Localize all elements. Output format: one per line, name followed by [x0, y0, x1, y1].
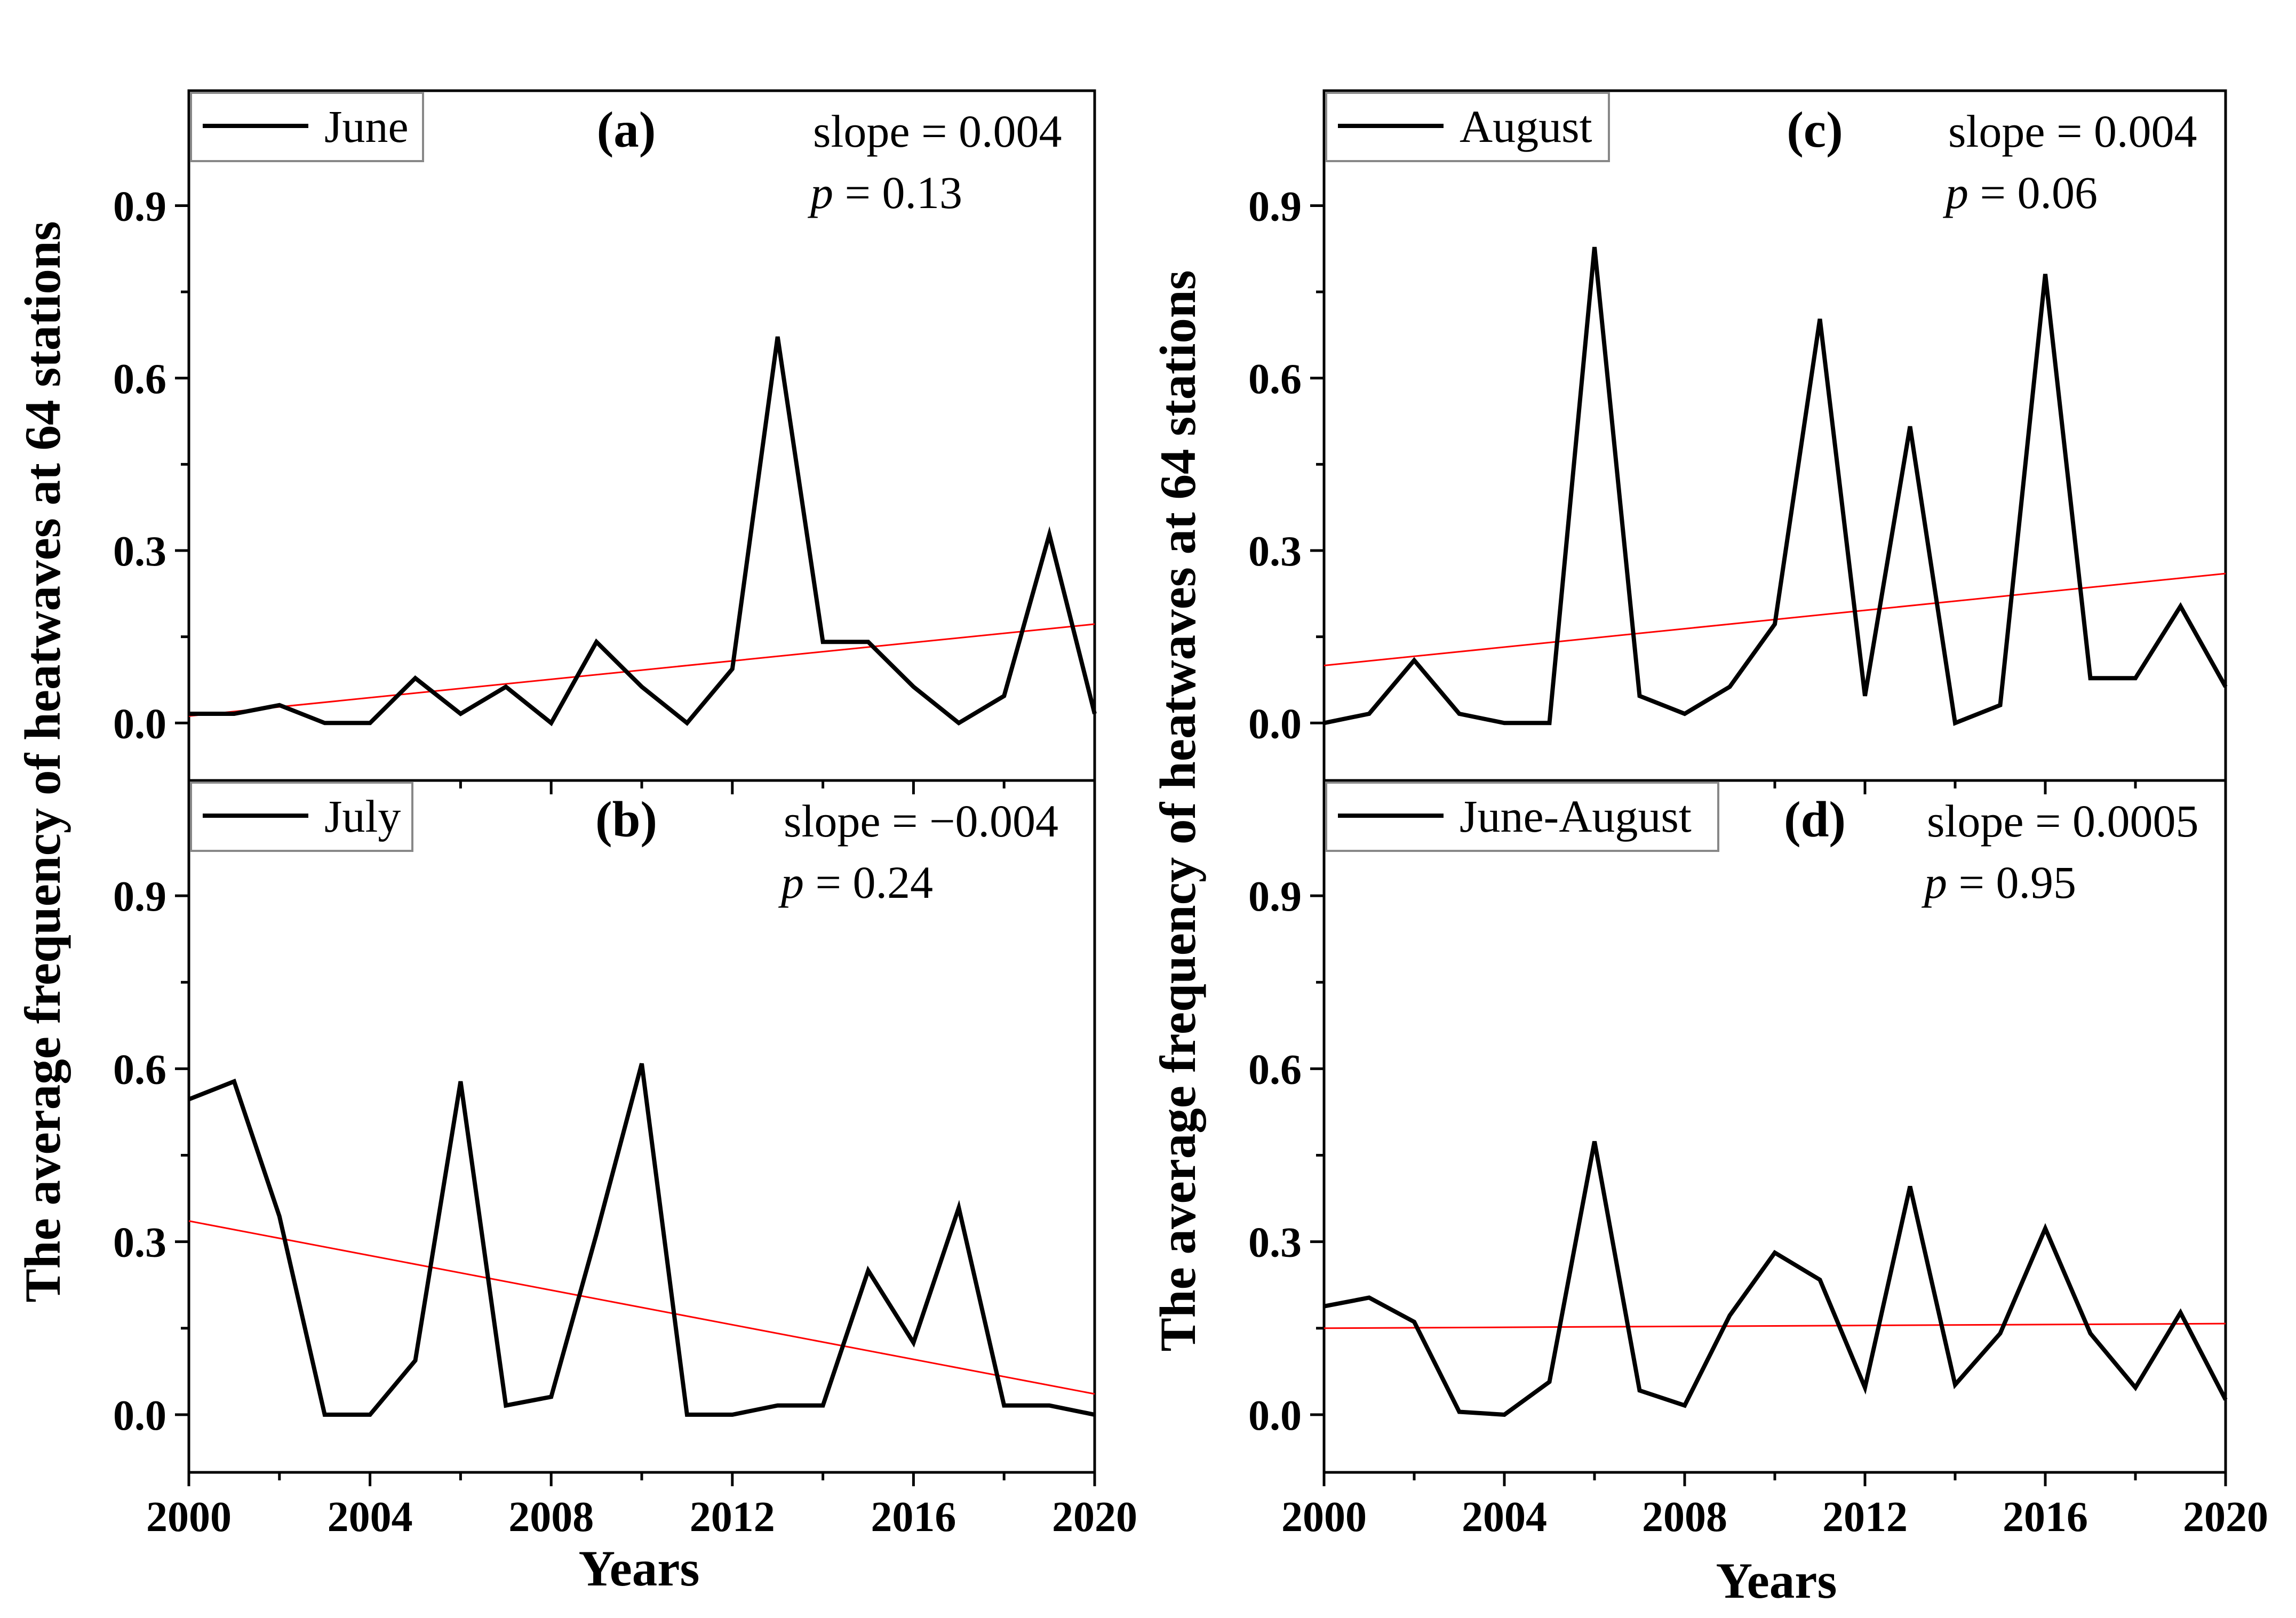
x-tick-label: 2012	[1822, 1494, 1908, 1541]
y-tick-label: 0.3	[1248, 528, 1302, 575]
panel-label: (b)	[595, 791, 657, 848]
legend-label: June	[324, 101, 409, 152]
x-tick-label: 2000	[1281, 1494, 1367, 1541]
slope-text: slope = −0.004	[784, 795, 1058, 847]
p-value-text: p = 0.13	[807, 167, 962, 218]
x-tick-label: 2016	[871, 1494, 956, 1541]
x-tick-label: 2004	[328, 1494, 413, 1541]
x-tick-label: 2020	[1052, 1494, 1137, 1541]
y-tick-label: 0.9	[1248, 184, 1302, 230]
legend-label: July	[324, 791, 401, 842]
y-tick-label: 0.0	[113, 1392, 166, 1439]
x-tick-label: 2008	[508, 1494, 594, 1541]
panel-frame	[1322, 779, 2227, 1474]
y-tick-label: 0.6	[1248, 356, 1302, 403]
p-value-text: p = 0.95	[1921, 857, 2076, 908]
p-value-text: p = 0.24	[778, 857, 933, 908]
y-tick-label: 0.0	[1248, 1392, 1302, 1439]
trend-line-b	[188, 1220, 1095, 1395]
series-line-b	[188, 1063, 1095, 1417]
panel-a: 0.0 0.3 0.6 0.9 June (a) slope = 0.004 p = 0.13	[113, 89, 1097, 794]
y-tick-label: 0.6	[1248, 1046, 1302, 1093]
p-symbol: p	[1942, 167, 1968, 218]
series-line-a	[189, 336, 1097, 727]
legend-label: June-August	[1460, 791, 1692, 842]
panel-c: 0.0 0.3 0.6 0.9 August (c) slope = 0.004 p = 0.…	[1248, 89, 2228, 794]
p-symbol: p	[1921, 857, 1947, 908]
y-tick-label: 0.0	[113, 700, 166, 747]
y-tick-label: 0.6	[113, 1046, 166, 1093]
x-tick-label: 2000	[146, 1494, 232, 1541]
slope-text: slope = 0.0005	[1927, 795, 2199, 847]
x-tick-label: 2004	[1462, 1494, 1547, 1541]
trend-line-d	[1324, 1322, 2226, 1329]
p-value: = 0.24	[804, 857, 933, 908]
p-value: = 0.13	[833, 167, 962, 218]
x-axis-title-left: Years	[579, 1540, 700, 1597]
p-symbol: p	[778, 857, 804, 908]
y-tick-label: 0.3	[113, 1220, 166, 1266]
x-tick-label: 2012	[690, 1494, 775, 1541]
y-tick-label: 0.9	[1248, 873, 1302, 920]
panel-label: (c)	[1787, 101, 1843, 158]
y-axis-title-right: The average frequency of heatwaves at 64…	[1150, 270, 1206, 1351]
series-line-d	[1324, 1141, 2228, 1417]
p-value: = 0.06	[1968, 167, 2098, 218]
y-tick-label: 0.9	[113, 873, 166, 920]
trend-line-a	[188, 623, 1095, 717]
x-tick-label: 2008	[1642, 1494, 1727, 1541]
p-value-text: p = 0.06	[1942, 167, 2098, 218]
x-tick-label: 2016	[2003, 1494, 2088, 1541]
y-tick-label: 0.0	[1248, 700, 1302, 747]
legend-label: August	[1460, 101, 1592, 152]
panel-label: (a)	[597, 101, 656, 158]
x-axis-title-right: Years	[1716, 1552, 1837, 1609]
panel-d: 0.0 0.3 0.6 0.9 2000 2004 2008 2012 2016 2020 June…	[1248, 779, 2268, 1541]
p-value: = 0.95	[1947, 857, 2076, 908]
y-tick-label: 0.3	[113, 528, 166, 575]
x-tick-label: 2020	[2183, 1494, 2268, 1541]
panel-b: 0.0 0.3 0.6 0.9 2000 2004 2008 2012 2016 2020 July…	[113, 779, 1137, 1541]
panels-layer: 0.0 0.3 0.6 0.9 June (a) slope = 0.004 p = 0.13…	[113, 89, 2268, 1541]
panel-label: (d)	[1784, 791, 1846, 848]
slope-text: slope = 0.004	[1948, 106, 2197, 157]
p-symbol: p	[807, 167, 833, 218]
y-tick-label: 0.6	[113, 356, 166, 403]
y-tick-label: 0.9	[113, 184, 166, 230]
y-tick-label: 0.3	[1248, 1220, 1302, 1266]
slope-text: slope = 0.004	[813, 106, 1062, 157]
y-axis-title-left: The average frequency of heatwaves at 64…	[14, 221, 71, 1302]
series-line-c	[1324, 246, 2228, 726]
